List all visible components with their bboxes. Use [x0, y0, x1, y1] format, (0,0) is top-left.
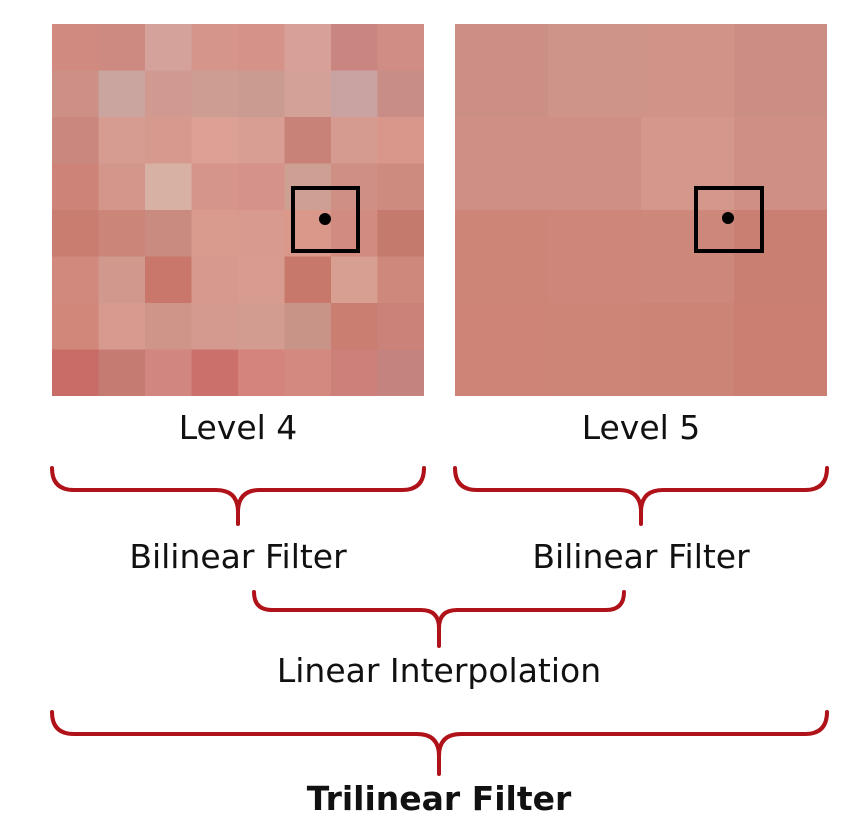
level-5-texel	[734, 24, 827, 118]
level-4-texel	[191, 210, 239, 258]
level-4-texel	[145, 70, 193, 118]
level-5-texel	[455, 210, 549, 304]
level-4-texel	[238, 210, 286, 258]
level-4-sample-box	[291, 186, 360, 253]
level-4-texel	[145, 117, 193, 165]
level-5-sample-box	[694, 186, 764, 253]
level-4-texel	[52, 117, 100, 165]
level-4-texel	[98, 303, 146, 351]
level-4-texel	[191, 303, 239, 351]
level-4-texel	[377, 256, 424, 304]
level-4-texel	[145, 303, 193, 351]
level-4-texel	[52, 163, 100, 211]
level-4-texel	[98, 210, 146, 258]
level-4-texel	[191, 117, 239, 165]
level-5-label: Level 5	[581, 408, 701, 447]
level-4-texel	[145, 24, 193, 72]
level-5-bracket	[453, 466, 829, 526]
level-5-texel	[548, 24, 642, 118]
level-4-texture	[52, 24, 424, 396]
level-4-texel	[238, 163, 286, 211]
level-4-texel	[377, 117, 424, 165]
level-5-texel	[455, 117, 549, 211]
level-4-texel	[331, 303, 379, 351]
level-4-texel	[52, 70, 100, 118]
level-5-texel	[548, 303, 642, 396]
level-4-bracket	[50, 466, 426, 526]
level-4-texel	[284, 70, 332, 118]
level-4-texel	[98, 70, 146, 118]
level-4-label: Level 4	[178, 408, 298, 447]
level-4-texel	[331, 117, 379, 165]
level-4-texel	[238, 256, 286, 304]
level-4-texel	[284, 303, 332, 351]
level-4-texel	[238, 349, 286, 396]
level-4-texel	[331, 349, 379, 396]
level-4-texel	[52, 349, 100, 396]
level-4-texel	[284, 349, 332, 396]
level-5-texel	[734, 303, 827, 396]
level-4-texel	[377, 303, 424, 351]
level-5-sample-point	[722, 212, 734, 224]
level-4-texel	[377, 210, 424, 258]
level-4-texel	[377, 163, 424, 211]
level-4-texel	[98, 349, 146, 396]
level-5-texel	[641, 24, 735, 118]
level-5-texel	[734, 210, 827, 304]
linear-interpolation-bracket	[252, 590, 626, 648]
level-4-texel	[331, 70, 379, 118]
trilinear-filter-label: Trilinear Filter	[306, 779, 572, 818]
level-5-texel	[641, 117, 735, 211]
level-4-texel	[284, 24, 332, 72]
level-4-texel	[377, 349, 424, 396]
level-4-texel	[284, 256, 332, 304]
trilinear-bracket	[50, 710, 829, 776]
level-4-texel	[238, 117, 286, 165]
level-4-texel	[238, 303, 286, 351]
level-4-texel	[52, 210, 100, 258]
level-4-texel	[98, 24, 146, 72]
level-4-texel	[331, 24, 379, 72]
level-4-texel	[377, 24, 424, 72]
level-4-texel	[191, 24, 239, 72]
level-4-texel	[238, 24, 286, 72]
level-4-texel	[145, 256, 193, 304]
level-4-texel	[52, 256, 100, 304]
level-5-texel	[734, 117, 827, 211]
level-4-texel	[331, 256, 379, 304]
level-4-texel	[377, 70, 424, 118]
level-4-texel	[52, 303, 100, 351]
level-4-texel	[191, 163, 239, 211]
level-4-texel	[98, 117, 146, 165]
level-4-texel	[145, 349, 193, 396]
level-4-texel	[191, 349, 239, 396]
bilinear-filter-label-left: Bilinear Filter	[129, 537, 347, 576]
level-5-texel	[455, 24, 549, 118]
level-4-sample-point	[319, 213, 331, 225]
level-4-texel	[52, 24, 100, 72]
level-5-texture	[455, 24, 827, 396]
level-5-texel	[641, 303, 735, 396]
level-4-texel	[145, 210, 193, 258]
level-4-texel	[238, 70, 286, 118]
level-4-texel	[284, 117, 332, 165]
level-5-texture-pixels	[455, 24, 827, 396]
level-4-texel	[98, 256, 146, 304]
level-5-texel	[455, 303, 549, 396]
bilinear-filter-label-right: Bilinear Filter	[532, 537, 750, 576]
level-4-texel	[145, 163, 193, 211]
level-4-texel	[191, 70, 239, 118]
level-5-texel	[548, 210, 642, 304]
level-4-texture-pixels	[52, 24, 424, 396]
level-5-texel	[641, 210, 735, 304]
linear-interpolation-label: Linear Interpolation	[276, 651, 602, 690]
level-4-texel	[98, 163, 146, 211]
level-4-texel	[191, 256, 239, 304]
level-5-texel	[548, 117, 642, 211]
